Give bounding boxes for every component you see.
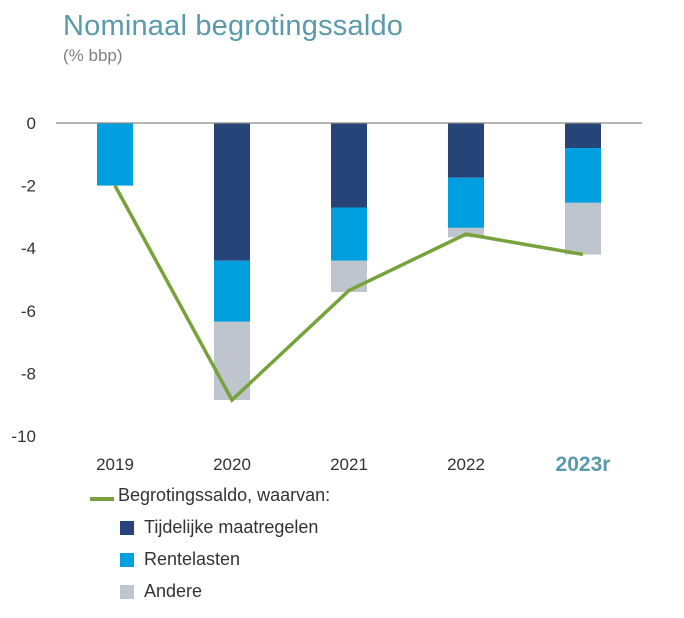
bar-tijdelijke-maatregelen-2021 (331, 123, 367, 208)
legend-label-interest: Rentelasten (144, 549, 241, 569)
legend-swatch-other (120, 585, 134, 599)
bar-rentelasten-2020 (214, 260, 250, 322)
y-tick-label: -8 (21, 364, 36, 383)
bar-andere-2021 (331, 260, 367, 293)
y-tick-label: -10 (11, 427, 36, 446)
y-tick-label: -6 (21, 302, 36, 321)
x-tick-label: 2021 (330, 455, 368, 474)
legend-label-balance: Begrotingssaldo, waarvan: (118, 485, 331, 505)
chart-subtitle: (% bbp) (63, 46, 123, 65)
bar-tijdelijke-maatregelen-2022 (448, 123, 484, 178)
legend-label-other: Andere (144, 581, 203, 601)
y-tick-label: -4 (21, 239, 36, 258)
bar-tijdelijke-maatregelen-2023r (565, 123, 601, 149)
y-tick-label: -2 (21, 177, 36, 196)
bar-rentelasten-2022 (448, 177, 484, 228)
x-tick-label: 2020 (213, 455, 251, 474)
bar-rentelasten-2021 (331, 207, 367, 261)
bar-andere-2023r (565, 202, 601, 255)
chart-title: Nominaal begrotingssaldo (63, 10, 404, 42)
x-tick-label: 2023r (556, 453, 611, 476)
legend-swatch-interest (120, 553, 134, 567)
series-line-begrotingssaldo (113, 184, 584, 403)
x-tick-label: 2019 (96, 455, 134, 474)
x-tick-label: 2022 (447, 455, 485, 474)
bar-rentelasten-2023r (565, 148, 601, 203)
y-tick-label: 0 (27, 114, 36, 133)
legend-label-temporary: Tijdelijke maatregelen (144, 517, 319, 537)
legend-line-swatch (90, 497, 114, 501)
legend-swatch-temporary (120, 521, 134, 535)
bar-tijdelijke-maatregelen-2020 (214, 123, 250, 261)
bar-rentelasten-2019 (97, 123, 133, 186)
